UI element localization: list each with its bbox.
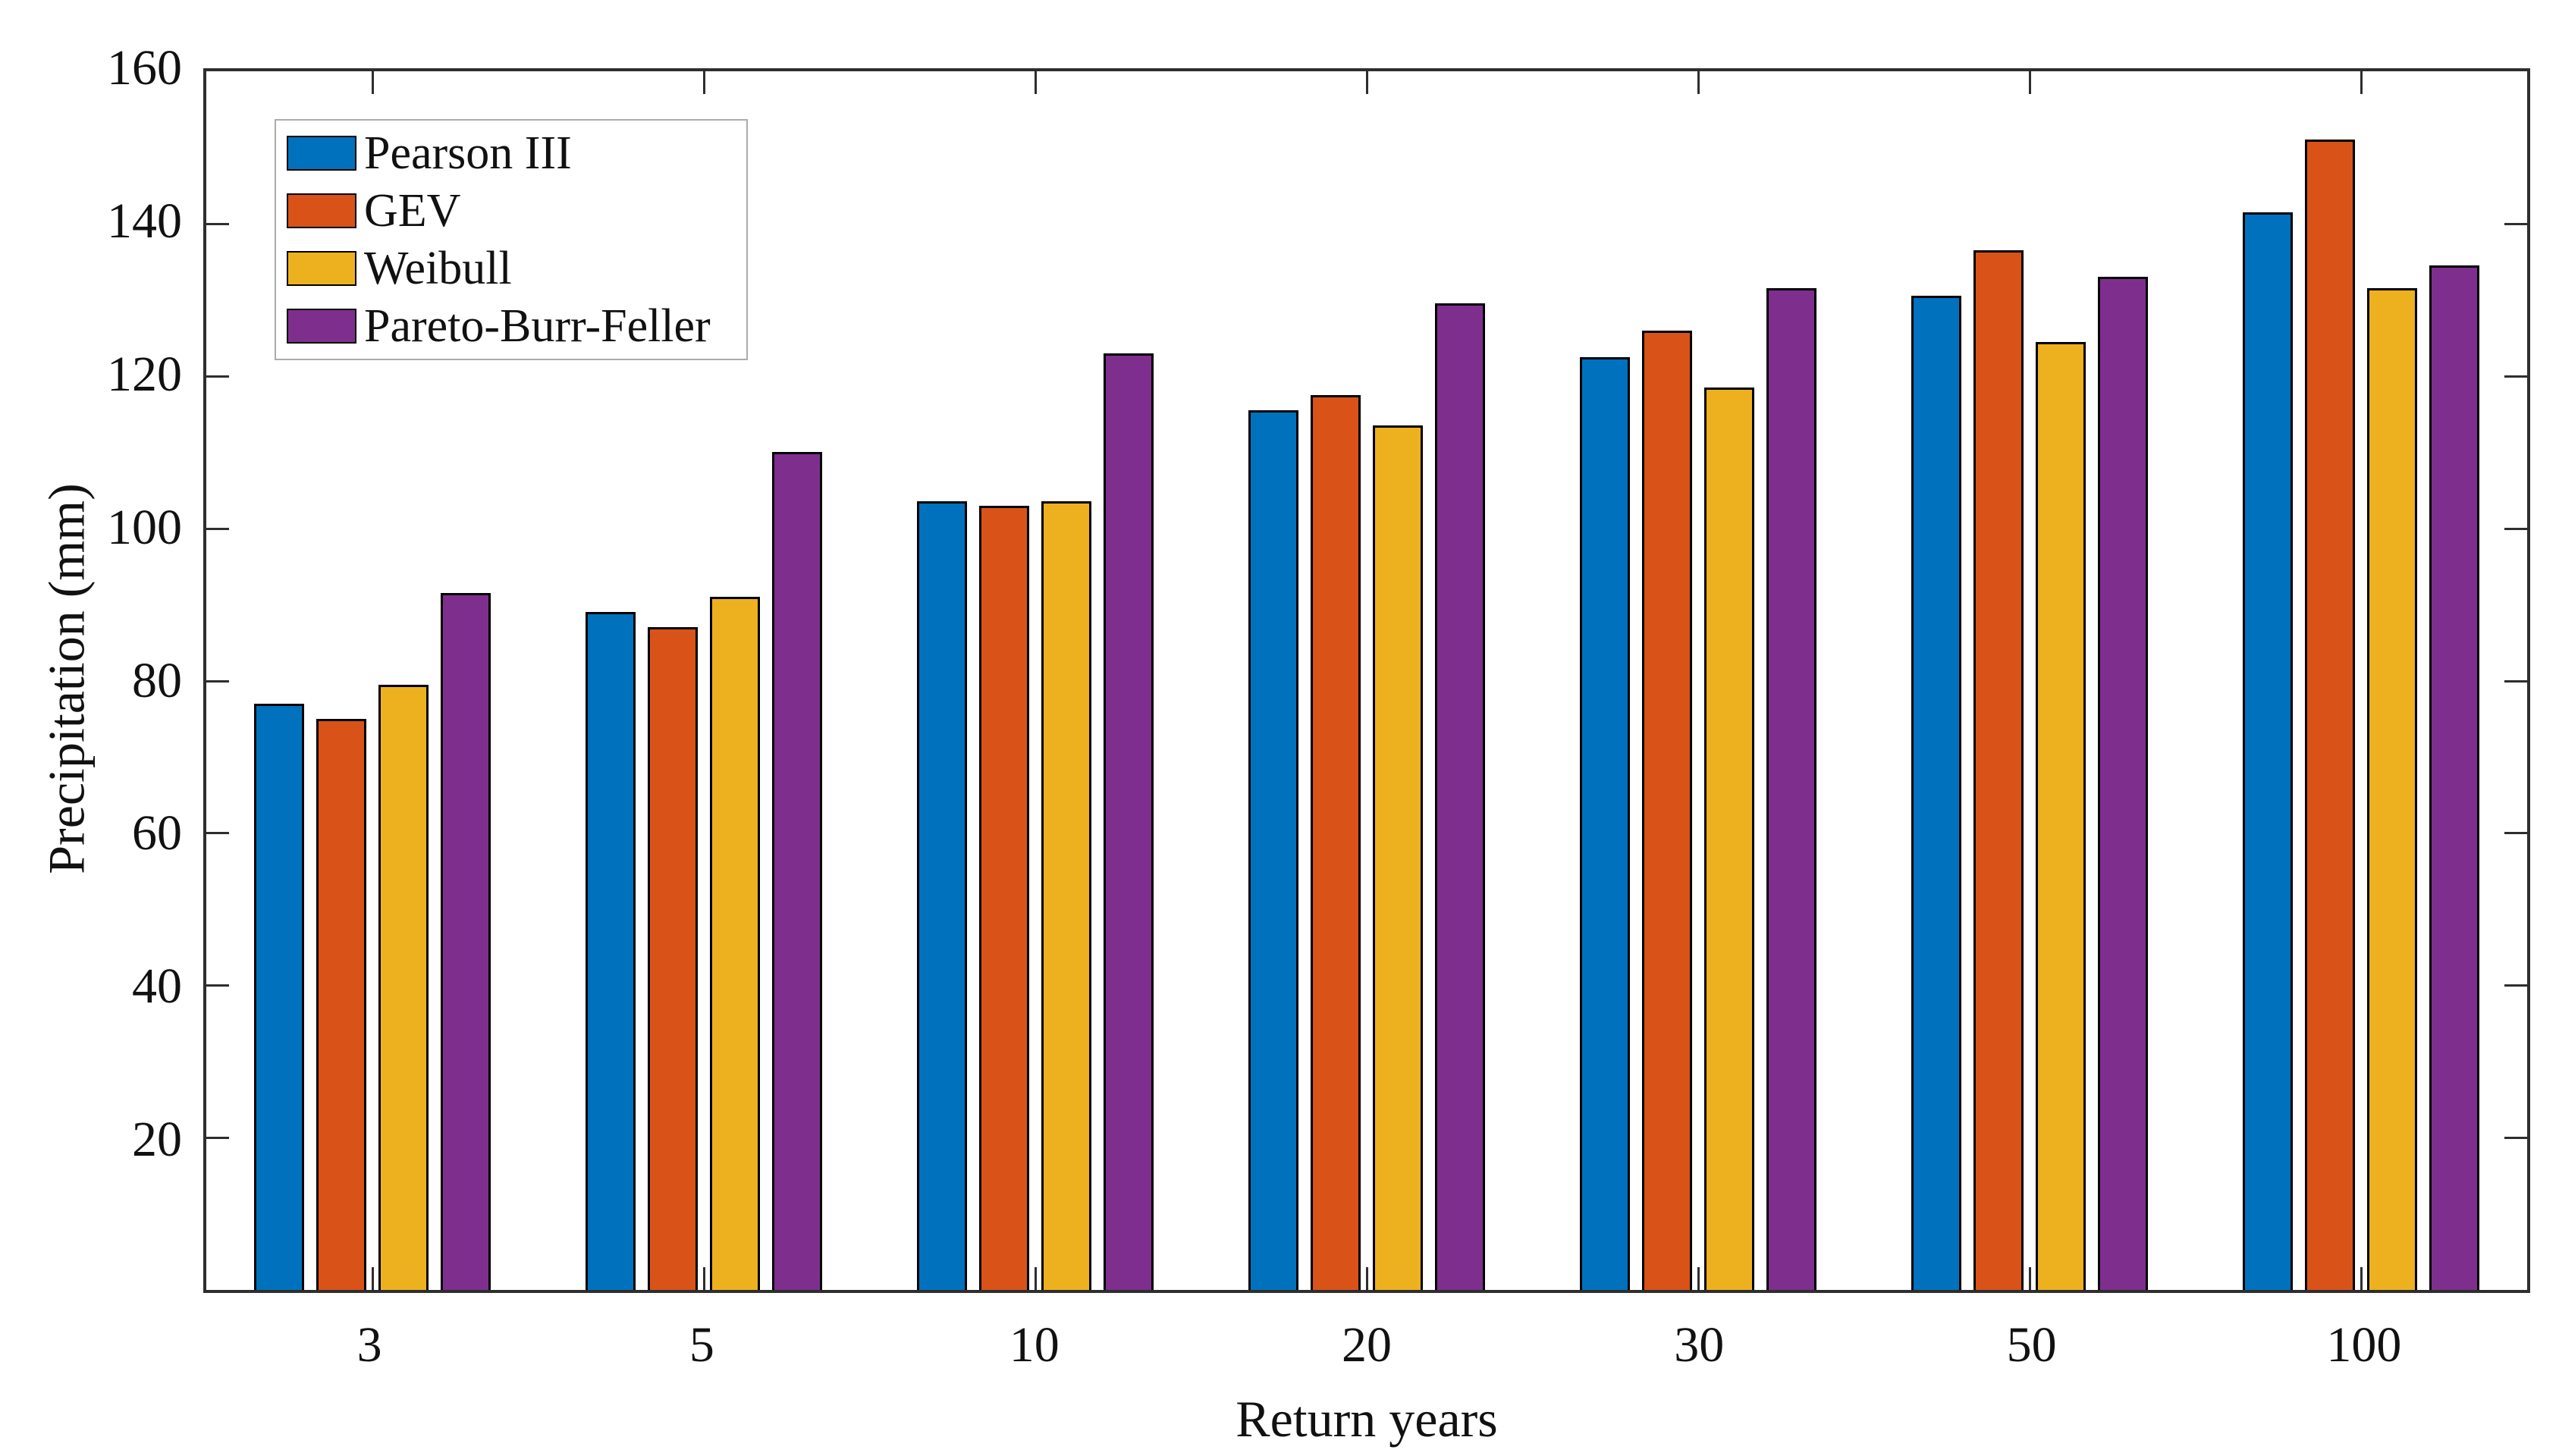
y-tick-mark-20	[2504, 1137, 2527, 1140]
x-tick-mark-10	[1034, 1267, 1037, 1290]
legend-swatch-icon	[287, 309, 356, 344]
bar-group-100	[2196, 71, 2527, 1290]
bar-group-10	[869, 71, 1201, 1290]
x-tick-mark-100	[2360, 1267, 2363, 1290]
bar-pareto-burr-feller-10	[1103, 353, 1154, 1290]
legend-row-gev: GEV	[287, 186, 746, 236]
x-tick-label-100: 100	[2326, 1317, 2402, 1373]
legend-swatch-icon	[287, 193, 356, 228]
y-tick-mark-140	[2504, 222, 2527, 225]
legend-swatch-icon	[287, 251, 356, 286]
bar-gev-100	[2305, 140, 2356, 1290]
x-tick-label-30: 30	[1674, 1317, 1725, 1373]
y-tick-mark-80	[2504, 679, 2527, 682]
bar-group-5	[538, 71, 869, 1290]
bar-gev-20	[1310, 394, 1361, 1290]
y-tick-label-140: 140	[107, 193, 182, 249]
bar-pearson-iii-20	[1248, 410, 1298, 1290]
bar-weibull-10	[1041, 501, 1091, 1290]
legend-swatch-icon	[287, 136, 356, 171]
bar-pearson-iii-30	[1580, 356, 1631, 1290]
y-tick-mark-60	[2504, 832, 2527, 835]
bar-weibull-30	[1704, 387, 1755, 1290]
y-tick-mark-100	[206, 527, 229, 530]
y-tick-mark-40	[2504, 984, 2527, 987]
y-tick-label-80: 80	[132, 652, 182, 708]
x-tick-mark-50	[2029, 71, 2032, 94]
bar-pareto-burr-feller-100	[2429, 265, 2480, 1290]
legend: Pearson III GEV Weibull Pareto-Burr-Feller	[275, 119, 748, 360]
x-tick-mark-3	[371, 1267, 374, 1290]
y-tick-mark-80	[206, 679, 229, 682]
x-tick-mark-20	[1366, 71, 1368, 94]
y-tick-mark-140	[206, 222, 229, 225]
bar-gev-10	[978, 505, 1029, 1290]
y-axis-title: Precipitation (mm)	[37, 483, 96, 874]
bar-pareto-burr-feller-50	[2098, 277, 2149, 1290]
bar-pearson-iii-50	[1911, 296, 1962, 1290]
x-tick-mark-100	[2360, 71, 2363, 94]
x-tick-label-50: 50	[2006, 1317, 2057, 1373]
y-tick-mark-40	[206, 984, 229, 987]
bar-pearson-iii-100	[2243, 212, 2294, 1290]
bar-pearson-iii-5	[585, 612, 636, 1290]
bar-pareto-burr-feller-20	[1434, 303, 1485, 1290]
y-tick-label-160: 160	[107, 40, 182, 96]
x-tick-label-5: 5	[689, 1317, 714, 1373]
y-tick-mark-120	[206, 375, 229, 378]
x-tick-label-10: 10	[1009, 1317, 1060, 1373]
y-tick-label-40: 40	[132, 959, 182, 1015]
x-tick-mark-10	[1034, 71, 1037, 94]
x-tick-mark-30	[1697, 1267, 1700, 1290]
x-axis-title: Return years	[1236, 1390, 1498, 1448]
y-tick-label-120: 120	[107, 346, 182, 402]
bar-group-20	[1201, 71, 1532, 1290]
legend-row-pearson-iii: Pearson III	[287, 128, 746, 178]
bar-groups	[206, 71, 2527, 1290]
legend-label: Weibull	[364, 243, 512, 294]
bar-pearson-iii-3	[253, 703, 304, 1290]
bar-gev-5	[647, 627, 698, 1290]
bar-group-3	[206, 71, 538, 1290]
legend-row-weibull: Weibull	[287, 243, 746, 293]
y-tick-label-60: 60	[132, 805, 182, 861]
bar-gev-3	[316, 718, 366, 1290]
bar-pareto-burr-feller-3	[440, 593, 491, 1290]
bar-pareto-burr-feller-5	[771, 452, 822, 1290]
y-tick-mark-60	[206, 832, 229, 835]
x-tick-mark-30	[1697, 71, 1700, 94]
bar-gev-30	[1642, 330, 1693, 1290]
y-tick-label-100: 100	[107, 499, 182, 555]
bar-weibull-100	[2367, 288, 2418, 1290]
bar-weibull-20	[1372, 425, 1423, 1290]
bar-weibull-50	[2036, 341, 2086, 1290]
legend-row-pareto-burr-feller: Pareto-Burr-Feller	[287, 301, 746, 351]
x-tick-label-20: 20	[1342, 1317, 1392, 1373]
y-tick-label-20: 20	[132, 1112, 182, 1168]
bar-pearson-iii-10	[916, 501, 967, 1290]
x-tick-label-3: 3	[356, 1317, 382, 1373]
legend-label: Pearson III	[364, 127, 572, 179]
x-tick-mark-50	[2029, 1267, 2032, 1290]
y-tick-mark-100	[2504, 527, 2527, 530]
bar-gev-50	[1973, 250, 2024, 1290]
legend-label: GEV	[364, 185, 461, 237]
y-tick-mark-20	[206, 1137, 229, 1140]
legend-label: Pareto-Burr-Feller	[364, 300, 711, 352]
x-tick-mark-20	[1366, 1267, 1368, 1290]
bar-pareto-burr-feller-30	[1766, 288, 1817, 1290]
y-tick-mark-120	[2504, 375, 2527, 378]
plot-area	[203, 68, 2530, 1293]
x-tick-mark-5	[702, 71, 705, 94]
bar-group-30	[1533, 71, 1864, 1290]
bar-weibull-3	[378, 684, 429, 1290]
bar-weibull-5	[709, 597, 760, 1290]
x-tick-mark-5	[702, 1267, 705, 1290]
x-tick-mark-3	[371, 71, 374, 94]
bar-group-50	[1864, 71, 2196, 1290]
